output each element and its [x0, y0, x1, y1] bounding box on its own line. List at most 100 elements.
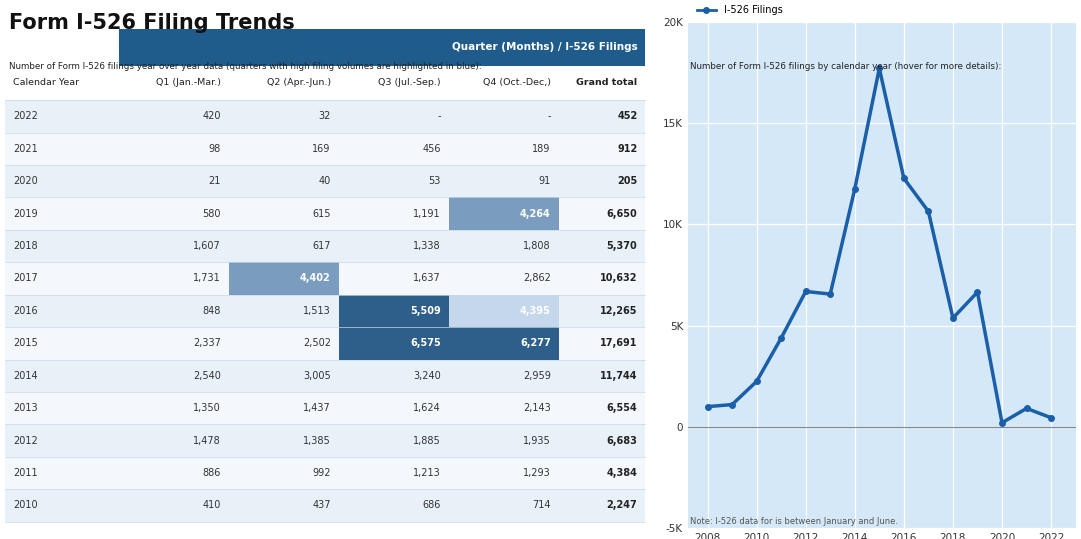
Text: 456: 456: [423, 144, 441, 154]
Bar: [5, 197, 119, 230]
Text: 437: 437: [312, 500, 331, 510]
Bar: [5, 100, 119, 133]
Text: 12,265: 12,265: [600, 306, 638, 316]
Bar: [559, 457, 645, 489]
Bar: [229, 197, 338, 230]
Bar: [338, 424, 449, 457]
Text: 6,554: 6,554: [606, 403, 638, 413]
Bar: [338, 295, 449, 327]
Bar: [229, 100, 338, 133]
Bar: [119, 392, 229, 424]
Bar: [5, 295, 119, 327]
Bar: [338, 100, 449, 133]
Text: 2,337: 2,337: [192, 338, 221, 348]
Bar: [338, 327, 449, 360]
Text: 3,240: 3,240: [413, 371, 441, 381]
Bar: [229, 66, 338, 100]
Bar: [5, 133, 119, 165]
Text: Grand total: Grand total: [576, 78, 638, 87]
Bar: [229, 327, 338, 360]
Text: 3,005: 3,005: [303, 371, 331, 381]
Text: 2,959: 2,959: [523, 371, 551, 381]
Text: 420: 420: [202, 112, 221, 121]
Bar: [559, 165, 645, 197]
Bar: [229, 489, 338, 522]
Bar: [559, 262, 645, 295]
Text: 17,691: 17,691: [600, 338, 638, 348]
Bar: [229, 392, 338, 424]
Bar: [338, 392, 449, 424]
Bar: [119, 424, 229, 457]
Text: 40: 40: [319, 176, 331, 186]
Text: 2019: 2019: [13, 209, 38, 219]
Bar: [338, 457, 449, 489]
Text: 848: 848: [202, 306, 221, 316]
Bar: [229, 133, 338, 165]
Bar: [449, 392, 559, 424]
Bar: [119, 230, 229, 262]
Text: 4,264: 4,264: [520, 209, 551, 219]
Bar: [229, 424, 338, 457]
Text: 91: 91: [538, 176, 551, 186]
Bar: [449, 197, 559, 230]
Text: 1,808: 1,808: [523, 241, 551, 251]
Text: 2,862: 2,862: [523, 273, 551, 284]
Bar: [559, 66, 645, 100]
Text: 6,650: 6,650: [606, 209, 638, 219]
Bar: [119, 489, 229, 522]
Bar: [119, 360, 229, 392]
Text: 2017: 2017: [13, 273, 38, 284]
Text: 2,247: 2,247: [606, 500, 638, 510]
Text: 452: 452: [617, 112, 638, 121]
Bar: [449, 165, 559, 197]
Bar: [449, 262, 559, 295]
Text: 2014: 2014: [13, 371, 38, 381]
Bar: [5, 165, 119, 197]
Bar: [229, 262, 338, 295]
Text: Number of Form I-526 filings by calendar year (hover for more details):: Number of Form I-526 filings by calendar…: [690, 62, 1001, 71]
Bar: [229, 165, 338, 197]
Text: 912: 912: [617, 144, 638, 154]
Text: -: -: [438, 112, 441, 121]
Bar: [449, 457, 559, 489]
Text: Q4 (Oct.-Dec,): Q4 (Oct.-Dec,): [483, 78, 551, 87]
Bar: [449, 424, 559, 457]
Text: 6,575: 6,575: [410, 338, 441, 348]
Text: 2,143: 2,143: [523, 403, 551, 413]
Bar: [338, 489, 449, 522]
Text: 4,402: 4,402: [301, 273, 331, 284]
Text: 1,350: 1,350: [193, 403, 221, 413]
Text: 11,744: 11,744: [600, 371, 638, 381]
Bar: [338, 66, 449, 100]
Bar: [559, 100, 645, 133]
Bar: [5, 262, 119, 295]
Text: Quarter (Months) / I-526 Filings: Quarter (Months) / I-526 Filings: [452, 43, 638, 52]
Bar: [559, 392, 645, 424]
Bar: [338, 165, 449, 197]
Text: 10,632: 10,632: [600, 273, 638, 284]
Text: 53: 53: [428, 176, 441, 186]
Text: 410: 410: [202, 500, 221, 510]
Text: 617: 617: [312, 241, 331, 251]
Bar: [229, 295, 338, 327]
Bar: [119, 133, 229, 165]
Bar: [559, 230, 645, 262]
Bar: [119, 29, 645, 66]
Bar: [229, 230, 338, 262]
Bar: [5, 66, 119, 100]
Bar: [5, 392, 119, 424]
Bar: [119, 66, 229, 100]
Text: 1,478: 1,478: [193, 436, 221, 446]
Text: 205: 205: [617, 176, 638, 186]
Text: 2011: 2011: [13, 468, 38, 478]
Bar: [559, 424, 645, 457]
Bar: [449, 327, 559, 360]
Bar: [338, 133, 449, 165]
Text: 2010: 2010: [13, 500, 38, 510]
Text: 2,502: 2,502: [303, 338, 331, 348]
Bar: [119, 295, 229, 327]
Text: 1,293: 1,293: [523, 468, 551, 478]
Text: 1,191: 1,191: [413, 209, 441, 219]
Text: 1,338: 1,338: [413, 241, 441, 251]
Text: 2013: 2013: [13, 403, 38, 413]
